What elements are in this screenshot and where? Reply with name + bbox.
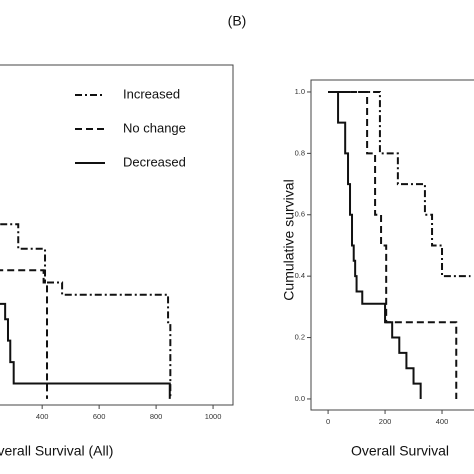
- survival-curve: [0, 302, 171, 399]
- survival-curve: [328, 90, 422, 399]
- y-tick-label: 0.6: [295, 210, 305, 219]
- x-tick-label: 600: [93, 412, 106, 421]
- legend-label: No change: [123, 120, 186, 135]
- chart-title: (B): [228, 13, 247, 29]
- legend-label: Increased: [123, 86, 180, 101]
- y-tick-label: 0.0: [295, 394, 305, 403]
- y-tick-label: 0.2: [295, 333, 305, 342]
- x-tick-label: 200: [379, 417, 392, 426]
- y-tick-label: 0.8: [295, 148, 305, 157]
- y-tick-label: 0.4: [295, 271, 305, 280]
- x-tick-label: 400: [36, 412, 49, 421]
- survival-curve: [328, 90, 471, 278]
- x-tick-label: 1000: [205, 412, 222, 421]
- legend-label: Decreased: [123, 154, 186, 169]
- survival-curve: [328, 90, 458, 399]
- y-tick-label: 1.0: [295, 87, 305, 96]
- plot-frame: [0, 64, 234, 406]
- survival-curve: [0, 223, 172, 399]
- x-axis-label: Overall Survival: [351, 443, 449, 459]
- x-tick-label: 800: [150, 412, 163, 421]
- plot-frame: [310, 79, 474, 411]
- x-tick-label: 400: [436, 417, 449, 426]
- survival-curve: [0, 269, 49, 399]
- y-axis-label: Cumulative survival: [281, 179, 297, 300]
- x-axis-label: Overall Survival (All): [0, 443, 113, 459]
- x-tick-label: 0: [326, 417, 330, 426]
